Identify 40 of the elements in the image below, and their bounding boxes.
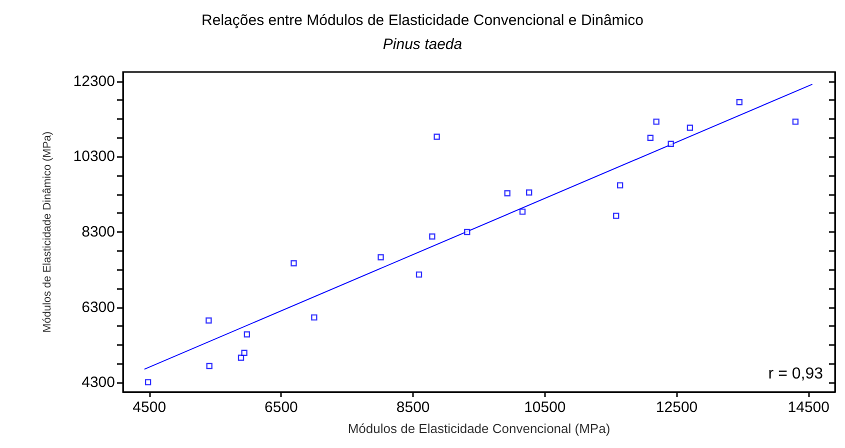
point <box>686 124 694 131</box>
point <box>736 99 743 106</box>
y-tick-label: 10300 <box>73 148 115 166</box>
y-tick-label: 12300 <box>73 72 115 90</box>
x-axis-title: Módulos de Elasticidade Convencional (MPa) <box>348 421 610 436</box>
point <box>526 189 532 196</box>
point <box>434 134 440 140</box>
x-tick-label: 8500 <box>396 399 430 416</box>
point <box>311 314 318 321</box>
point <box>616 182 624 188</box>
point <box>519 208 526 215</box>
x-tick-label: 12500 <box>656 399 698 416</box>
point <box>429 233 436 240</box>
y-tick-label: 4300 <box>82 374 115 392</box>
annotation: r = 0,93 <box>768 366 824 382</box>
point <box>244 331 250 338</box>
point <box>238 354 244 361</box>
point <box>416 271 422 278</box>
x-tick-label: 14500 <box>788 399 830 416</box>
y-tick-label: 8300 <box>82 224 115 240</box>
chart-subtitle: Pinus taeda <box>382 36 462 53</box>
point <box>206 317 212 324</box>
point <box>668 140 674 148</box>
point <box>792 118 799 125</box>
point <box>378 254 384 260</box>
point <box>647 134 654 141</box>
point <box>290 260 297 266</box>
point <box>241 350 248 356</box>
chart-title: Relações entre Módulos de Elasticidade Convencional e Dinâmico <box>202 12 644 29</box>
x-tick-label: 4500 <box>132 399 166 416</box>
point <box>653 118 660 125</box>
y-tick-label: 6300 <box>82 298 115 316</box>
x-tick-label: 10500 <box>524 399 566 416</box>
x-tick-label: 6500 <box>264 399 298 416</box>
point <box>613 212 620 219</box>
point <box>464 228 470 236</box>
point <box>504 190 510 196</box>
point <box>144 379 152 386</box>
y-axis-title: Módulos de Elasticidade Dinâmico (MPa) <box>42 131 54 333</box>
point <box>206 362 212 370</box>
